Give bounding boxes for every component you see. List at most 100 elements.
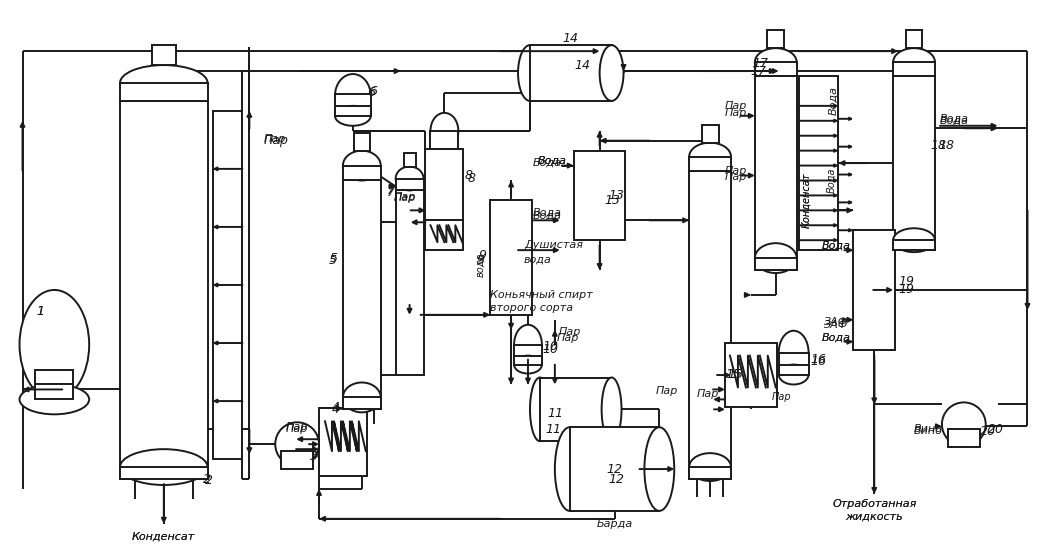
Text: 5: 5 — [330, 251, 338, 265]
Text: 4: 4 — [332, 403, 340, 416]
Text: 17: 17 — [751, 64, 766, 77]
Bar — [120, 83, 208, 101]
Ellipse shape — [689, 453, 731, 481]
Text: Вода: Вода — [533, 211, 562, 220]
Text: Пар: Пар — [724, 166, 747, 175]
Ellipse shape — [645, 427, 674, 511]
Bar — [354, 133, 370, 151]
Text: 14: 14 — [563, 32, 579, 45]
Bar — [755, 62, 797, 76]
Bar — [319, 408, 366, 476]
Bar — [396, 190, 423, 375]
Text: 17: 17 — [753, 57, 769, 69]
Text: Вода: Вода — [826, 168, 837, 193]
Ellipse shape — [600, 45, 624, 101]
Bar — [343, 166, 381, 180]
Text: Вода: Вода — [532, 157, 562, 167]
Text: 10: 10 — [542, 340, 558, 353]
Ellipse shape — [514, 356, 542, 374]
Text: Пар: Пар — [559, 326, 581, 337]
Text: 12: 12 — [607, 463, 623, 475]
Ellipse shape — [120, 65, 208, 101]
Text: Пар: Пар — [394, 193, 417, 202]
Text: 6: 6 — [369, 86, 377, 99]
Bar — [396, 179, 423, 190]
Text: Пар: Пар — [286, 424, 308, 434]
Bar — [343, 180, 381, 409]
Ellipse shape — [602, 377, 622, 441]
Text: Вода: Вода — [821, 240, 850, 250]
Ellipse shape — [335, 74, 371, 118]
Bar — [490, 200, 532, 315]
Text: 16: 16 — [811, 353, 826, 366]
Text: Отработанная: Отработанная — [832, 499, 917, 509]
Text: Душистая: Душистая — [524, 240, 583, 250]
Text: Вода: Вода — [940, 114, 969, 124]
Text: Пар: Пар — [656, 386, 678, 396]
Bar — [906, 30, 922, 48]
Bar — [120, 101, 208, 479]
Text: вода: вода — [476, 253, 485, 277]
Text: 15: 15 — [727, 368, 743, 381]
Text: Конденсат: Конденсат — [801, 172, 812, 228]
Bar — [281, 451, 313, 469]
Text: 8: 8 — [467, 172, 476, 185]
Text: ЗАФ: ЗАФ — [824, 320, 848, 330]
Bar — [212, 111, 243, 459]
Bar — [425, 220, 463, 250]
Bar — [120, 467, 208, 479]
Text: Пар: Пар — [724, 171, 747, 181]
Bar — [514, 356, 542, 365]
Text: Отработанная: Отработанная — [832, 499, 917, 509]
Ellipse shape — [343, 382, 381, 412]
Text: Вода: Вода — [821, 333, 850, 343]
Text: Пар: Пар — [724, 108, 747, 118]
Text: Пар: Пар — [724, 101, 747, 111]
Ellipse shape — [689, 143, 731, 171]
Text: Вино: Вино — [915, 426, 943, 436]
Bar — [335, 106, 371, 116]
Ellipse shape — [430, 113, 459, 148]
Text: второго сорта: второго сорта — [490, 303, 573, 313]
Ellipse shape — [779, 331, 808, 375]
Bar — [570, 427, 659, 511]
Text: 11: 11 — [545, 423, 561, 436]
Ellipse shape — [530, 377, 550, 441]
Text: Вода: Вода — [821, 333, 850, 343]
Ellipse shape — [20, 290, 89, 399]
Bar — [894, 76, 934, 250]
Bar — [430, 130, 459, 148]
Text: 7: 7 — [386, 184, 395, 197]
Bar — [403, 153, 416, 166]
Text: Барда: Барда — [596, 519, 633, 529]
Text: 9: 9 — [477, 254, 484, 267]
Text: 3: 3 — [312, 447, 320, 461]
Text: 19: 19 — [898, 283, 915, 296]
Bar — [689, 157, 731, 171]
Text: Вода: Вода — [533, 207, 562, 217]
Bar — [152, 45, 175, 65]
Bar — [36, 385, 74, 399]
Text: 6: 6 — [366, 86, 375, 100]
Bar — [689, 171, 731, 479]
Ellipse shape — [894, 228, 934, 252]
Ellipse shape — [518, 45, 542, 101]
Text: 10: 10 — [542, 343, 558, 356]
Bar — [755, 258, 797, 270]
Bar — [894, 240, 934, 250]
Bar — [854, 230, 896, 349]
Text: жидкость: жидкость — [845, 512, 903, 522]
Bar — [335, 94, 371, 116]
Text: 20: 20 — [988, 423, 1004, 436]
Bar — [724, 343, 777, 407]
Text: Пар: Пар — [264, 134, 288, 147]
Text: 11: 11 — [548, 407, 564, 420]
Ellipse shape — [554, 427, 585, 511]
Text: Пар: Пар — [394, 193, 417, 203]
Ellipse shape — [275, 422, 319, 466]
Bar — [425, 148, 463, 220]
Bar — [799, 76, 839, 250]
Ellipse shape — [343, 151, 381, 180]
Bar — [768, 30, 784, 48]
Text: 2: 2 — [205, 474, 212, 488]
